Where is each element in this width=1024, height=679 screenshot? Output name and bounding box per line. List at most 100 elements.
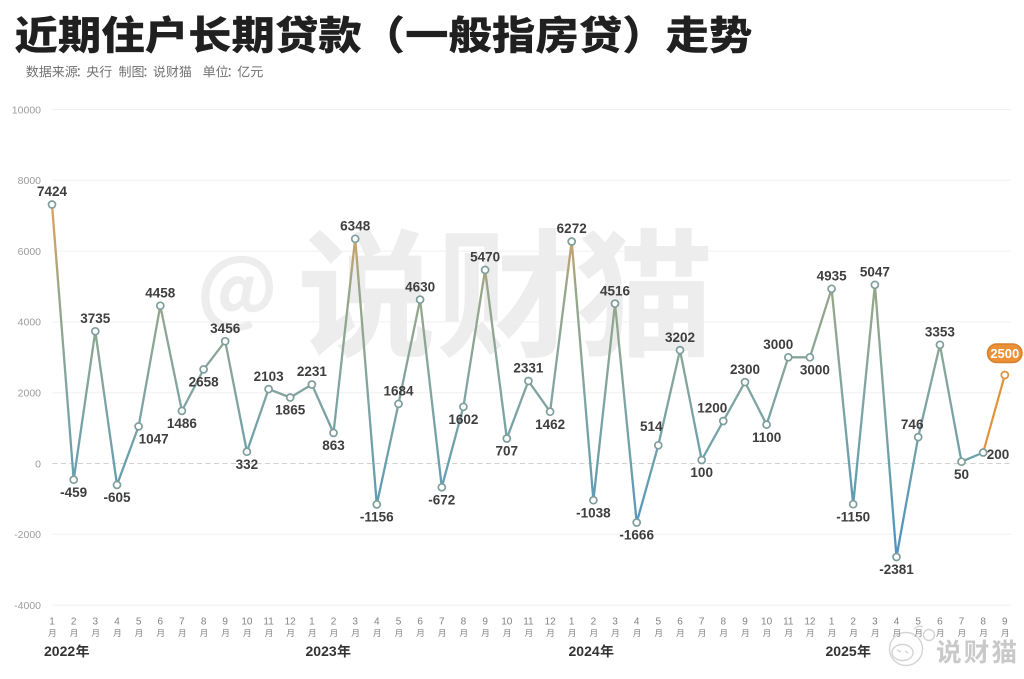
svg-text:2023: 2023	[306, 643, 337, 659]
svg-text:3: 3	[93, 616, 99, 627]
svg-text:3456: 3456	[210, 321, 241, 336]
svg-text:12: 12	[545, 616, 557, 627]
svg-text:2331: 2331	[513, 361, 544, 376]
svg-text:-1150: -1150	[836, 509, 870, 524]
svg-text:5: 5	[136, 616, 142, 627]
svg-text:4: 4	[634, 616, 640, 627]
svg-text:200: 200	[987, 447, 1010, 462]
svg-text:11: 11	[783, 616, 794, 627]
svg-text:2: 2	[850, 616, 856, 627]
svg-text:6: 6	[937, 616, 943, 627]
svg-text:2231: 2231	[297, 364, 328, 379]
svg-text:1200: 1200	[697, 401, 727, 416]
svg-text:9: 9	[1002, 616, 1008, 627]
svg-text:2: 2	[591, 616, 597, 627]
svg-text:5: 5	[915, 616, 921, 627]
svg-text:8: 8	[461, 616, 467, 627]
svg-text:1462: 1462	[535, 417, 565, 432]
svg-text:4: 4	[374, 616, 380, 627]
svg-text:-1038: -1038	[576, 505, 611, 520]
svg-text:4000: 4000	[18, 317, 42, 329]
svg-text:6272: 6272	[557, 221, 587, 236]
svg-text:8000: 8000	[18, 175, 42, 187]
svg-text:2000: 2000	[18, 388, 42, 400]
svg-text:7: 7	[439, 616, 445, 627]
svg-text:1684: 1684	[383, 384, 414, 399]
svg-text:100: 100	[690, 465, 713, 480]
svg-text:9: 9	[482, 616, 488, 627]
svg-text:5: 5	[656, 616, 662, 627]
svg-text:6: 6	[158, 616, 164, 627]
svg-text:1047: 1047	[139, 432, 169, 447]
svg-text:6000: 6000	[18, 246, 42, 258]
svg-text:1865: 1865	[275, 403, 306, 418]
svg-text:3000: 3000	[800, 363, 830, 378]
svg-text:4935: 4935	[817, 269, 848, 284]
svg-text:8: 8	[980, 616, 986, 627]
svg-text:7: 7	[179, 616, 185, 627]
svg-text:-4000: -4000	[14, 600, 41, 612]
svg-text:12: 12	[285, 616, 297, 627]
svg-text:5470: 5470	[470, 250, 500, 265]
svg-text:10: 10	[501, 616, 513, 627]
svg-text:4: 4	[894, 616, 900, 627]
svg-text:332: 332	[236, 457, 259, 472]
svg-text:4630: 4630	[405, 279, 435, 294]
svg-text:3: 3	[352, 616, 358, 627]
svg-text:-1666: -1666	[619, 528, 654, 543]
svg-text:-459: -459	[60, 485, 87, 500]
svg-text:-1156: -1156	[360, 510, 394, 525]
svg-text:863: 863	[322, 438, 345, 453]
svg-text:2022: 2022	[44, 643, 75, 659]
svg-text:11: 11	[523, 616, 534, 627]
svg-text:5: 5	[396, 616, 402, 627]
svg-text:3000: 3000	[763, 337, 793, 352]
svg-text:746: 746	[901, 417, 924, 432]
svg-text:1100: 1100	[752, 430, 781, 445]
svg-text:2024: 2024	[569, 643, 600, 659]
svg-text:1486: 1486	[167, 416, 198, 431]
svg-text:1: 1	[49, 616, 55, 627]
svg-text:9: 9	[742, 616, 748, 627]
svg-text:4: 4	[114, 616, 120, 627]
svg-text:2300: 2300	[730, 362, 760, 377]
svg-text:5047: 5047	[860, 265, 890, 280]
svg-text:10000: 10000	[12, 104, 41, 116]
svg-text:1602: 1602	[448, 412, 478, 427]
svg-text:-2381: -2381	[879, 562, 914, 577]
svg-text:10: 10	[761, 616, 773, 627]
svg-text:1: 1	[569, 616, 575, 627]
svg-text:6: 6	[417, 616, 423, 627]
svg-text:2: 2	[71, 616, 77, 627]
svg-text:7424: 7424	[37, 184, 68, 199]
svg-text:-672: -672	[428, 493, 455, 508]
svg-text:8: 8	[201, 616, 207, 627]
svg-text:6: 6	[677, 616, 683, 627]
svg-text:-2000: -2000	[14, 529, 41, 541]
svg-text:7: 7	[959, 616, 965, 627]
svg-text:-605: -605	[103, 490, 131, 505]
svg-text:8: 8	[721, 616, 727, 627]
svg-text:3: 3	[872, 616, 878, 627]
svg-text:2: 2	[331, 616, 337, 627]
svg-text:3: 3	[612, 616, 618, 627]
svg-text:2658: 2658	[189, 375, 220, 390]
svg-text:4516: 4516	[600, 283, 631, 298]
svg-text:50: 50	[954, 467, 969, 482]
svg-text:3735: 3735	[80, 311, 111, 326]
svg-text:2025: 2025	[826, 643, 857, 659]
svg-text:707: 707	[496, 444, 519, 459]
svg-text:2500: 2500	[990, 346, 1019, 361]
svg-text:4458: 4458	[145, 285, 176, 300]
svg-text:12: 12	[804, 616, 816, 627]
svg-text:7: 7	[699, 616, 705, 627]
svg-text:0: 0	[35, 458, 41, 470]
svg-text:9: 9	[222, 616, 228, 627]
svg-text:6348: 6348	[340, 219, 371, 234]
svg-text:3202: 3202	[665, 330, 695, 345]
svg-text:1: 1	[309, 616, 315, 627]
svg-text:11: 11	[263, 616, 274, 627]
svg-text:2103: 2103	[254, 369, 285, 384]
svg-text:10: 10	[241, 616, 253, 627]
svg-text:514: 514	[640, 419, 663, 434]
